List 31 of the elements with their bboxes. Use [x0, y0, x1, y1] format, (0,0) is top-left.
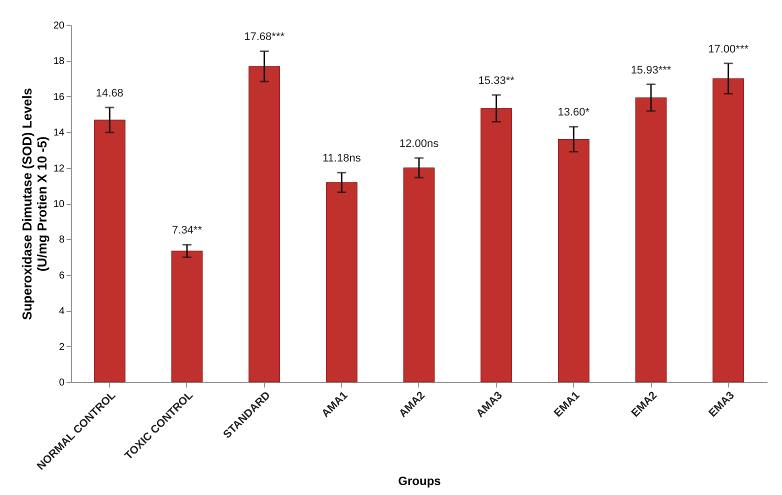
- bar: [712, 78, 744, 382]
- bar: [403, 168, 435, 382]
- y-tick-label: 20: [53, 20, 65, 32]
- data-label: 15.33**: [478, 74, 516, 87]
- bar: [171, 250, 203, 382]
- bar: [94, 120, 126, 382]
- y-tick-label: 0: [58, 378, 65, 388]
- y-tick-label: 10: [53, 199, 65, 210]
- y-axis-title: Superoxidase Dimutase (SOD) Levels (U/mg Protien X 10 -5): [19, 88, 50, 320]
- y-tick-label: 14: [53, 128, 65, 139]
- data-label: 17.68***: [244, 31, 286, 44]
- y-tick-label: 16: [53, 92, 65, 103]
- bar: [326, 182, 358, 382]
- y-tick-label: 2: [58, 342, 65, 353]
- data-label: 12.00ns: [399, 138, 440, 150]
- data-label: 11.18ns: [322, 152, 362, 165]
- x-axis-title: Groups: [398, 474, 442, 488]
- bar: [635, 97, 667, 382]
- y-tick-label: 12: [53, 163, 65, 174]
- bar: [248, 66, 280, 382]
- y-tick-label: 8: [58, 234, 65, 246]
- y-tick-label: 18: [53, 56, 65, 68]
- y-tick-label: 4: [58, 306, 65, 318]
- bar: [480, 108, 512, 382]
- data-label: 17.00***: [708, 43, 750, 56]
- data-label: 15.93***: [630, 64, 672, 76]
- bar: [558, 138, 590, 382]
- data-label: 7.34**: [172, 224, 203, 237]
- data-label: 14.68: [96, 87, 124, 100]
- data-label: 13.60*: [558, 106, 590, 119]
- y-tick-label: 6: [58, 270, 65, 282]
